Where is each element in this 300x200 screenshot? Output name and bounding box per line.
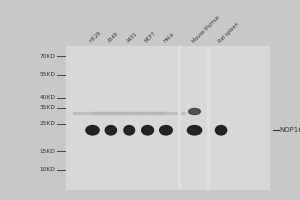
Text: MCF7: MCF7 <box>144 31 157 44</box>
Text: Mouse thymus: Mouse thymus <box>191 15 220 44</box>
Bar <box>147 112 185 114</box>
Text: NOP16: NOP16 <box>280 127 300 133</box>
Text: HT-29: HT-29 <box>89 30 103 44</box>
Ellipse shape <box>142 126 154 135</box>
Bar <box>130 112 165 114</box>
Ellipse shape <box>124 126 134 135</box>
Text: 10KD: 10KD <box>40 167 56 172</box>
Text: 55KD: 55KD <box>40 72 56 77</box>
Ellipse shape <box>105 126 116 135</box>
Text: A549: A549 <box>107 31 120 44</box>
Text: Rat spleen: Rat spleen <box>218 22 240 44</box>
Text: 70KD: 70KD <box>40 54 56 59</box>
Text: 35KD: 35KD <box>40 105 56 110</box>
Text: A431: A431 <box>126 31 138 44</box>
Bar <box>73 112 112 114</box>
Ellipse shape <box>160 126 172 135</box>
Text: 40KD: 40KD <box>40 95 56 100</box>
Ellipse shape <box>215 126 227 135</box>
Text: 15KD: 15KD <box>40 149 56 154</box>
Ellipse shape <box>188 126 202 135</box>
Text: HeLa: HeLa <box>162 32 175 44</box>
Bar <box>113 112 145 114</box>
Text: 25KD: 25KD <box>40 121 56 126</box>
Ellipse shape <box>86 126 99 135</box>
Bar <box>94 112 128 114</box>
Ellipse shape <box>189 108 200 115</box>
